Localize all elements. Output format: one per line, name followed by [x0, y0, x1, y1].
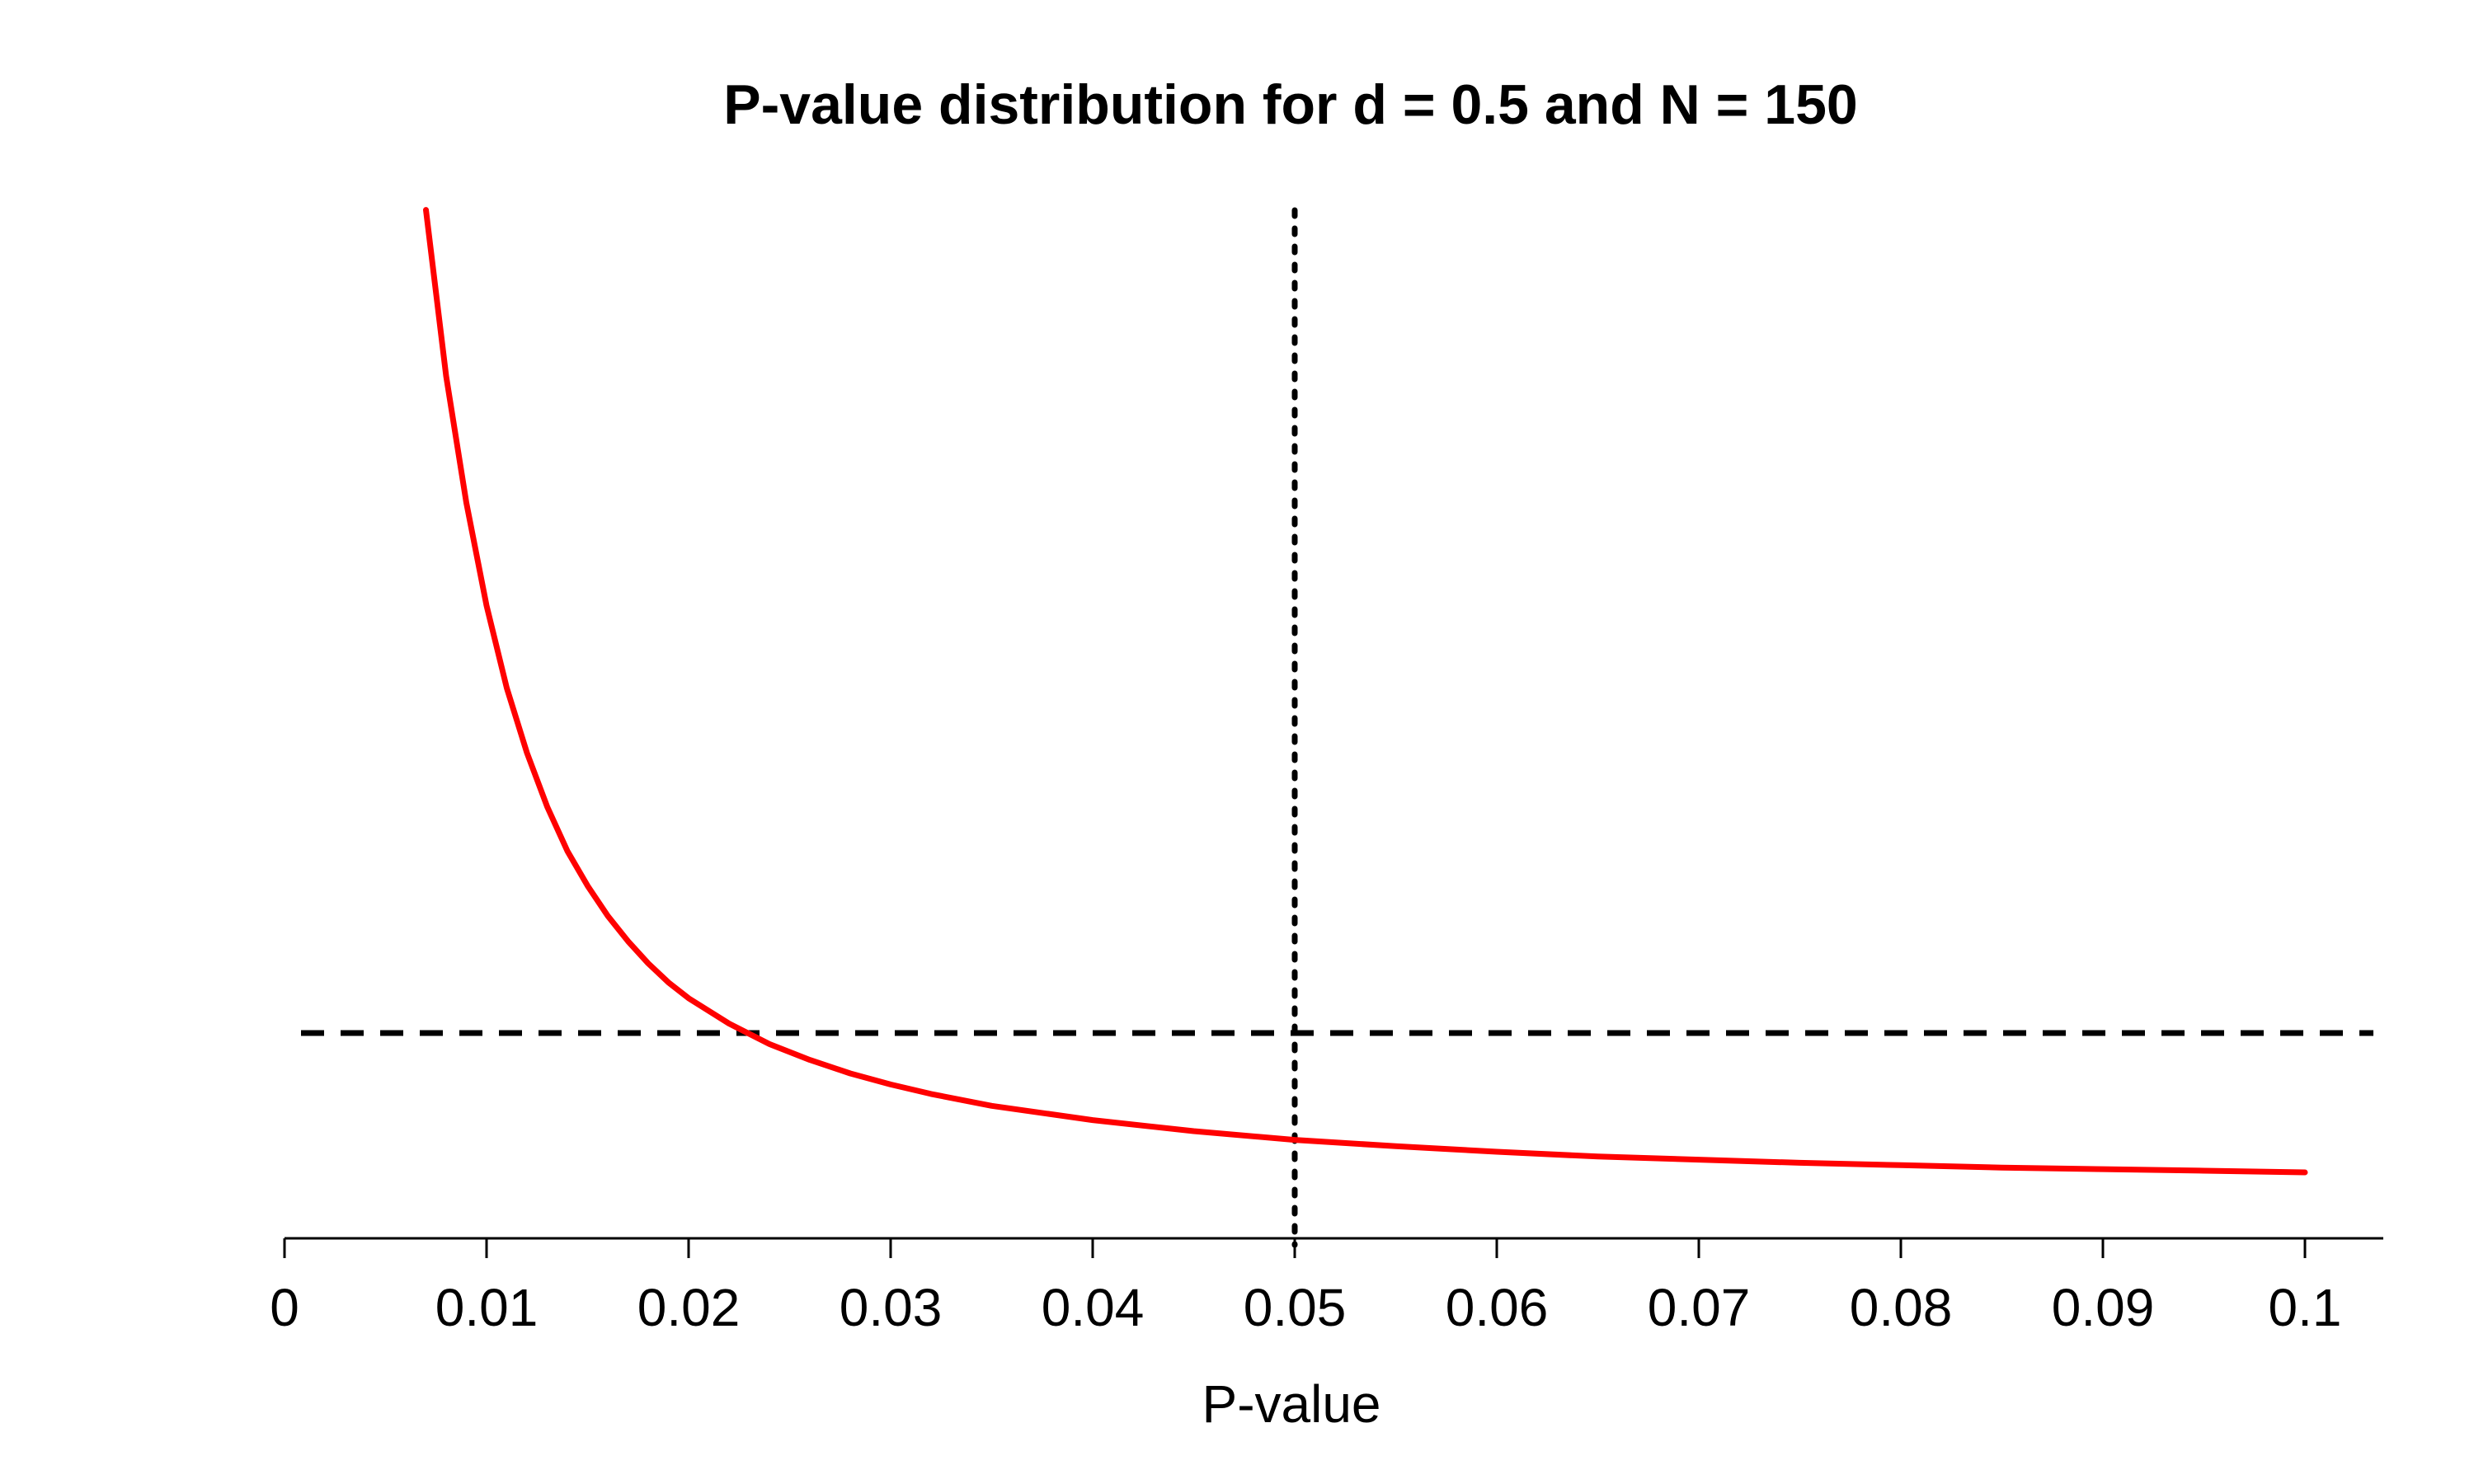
chart-title: P-value distribution for d = 0.5 and N =…	[723, 73, 1857, 136]
x-tick-label: 0.04	[1042, 1278, 1145, 1337]
series-line-0	[423, 207, 2308, 1176]
x-tick-label: 0.03	[840, 1278, 943, 1337]
x-tick-label: 0	[270, 1278, 299, 1337]
x-axis-label: P-value	[1202, 1374, 1381, 1434]
plot-area	[301, 207, 2373, 1248]
x-tick-label: 0.06	[1446, 1278, 1549, 1337]
x-tick-label: 0.05	[1244, 1278, 1347, 1337]
x-tick-label: 0.09	[2052, 1278, 2155, 1337]
x-axis: 0 0.01 0.02 0.03 0.04 0.05 0.06 0.07 0.08 0.09 0.1	[270, 1237, 2383, 1337]
x-tick-label: 0.01	[435, 1278, 539, 1337]
x-tick-label: 0.02	[637, 1278, 741, 1337]
x-tick-label: 0.1	[2269, 1278, 2342, 1337]
x-tick-label: 0.07	[1648, 1278, 1751, 1337]
x-tick-label: 0.08	[1850, 1278, 1953, 1337]
